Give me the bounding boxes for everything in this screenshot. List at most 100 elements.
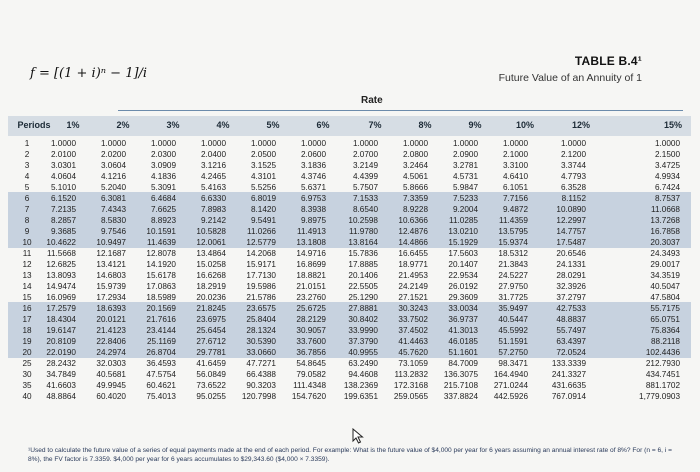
factor-cell: 54.8645	[296, 359, 326, 368]
factor-cell: 25.1169	[147, 337, 176, 346]
factor-cell: 9.2142	[200, 216, 226, 225]
factor-cell: 11.0668	[651, 205, 680, 214]
factor-cell: 215.7108	[443, 381, 478, 390]
factor-cell: 5.8666	[402, 183, 428, 192]
factor-cell: 6.1051	[502, 183, 528, 192]
factor-cell: 6.8019	[250, 194, 276, 203]
factor-cell: 25.6454	[196, 326, 226, 335]
factor-cell: 28.2129	[296, 315, 326, 324]
factor-cell: 37.3790	[348, 337, 378, 346]
factor-cell: 51.1591	[498, 337, 528, 346]
factor-cell: 3.1216	[200, 161, 226, 170]
factor-cell: 12.0061	[196, 238, 226, 247]
factor-cell: 2.0500	[250, 150, 276, 159]
period-cell: 15	[22, 293, 32, 302]
factor-cell: 7.3359	[402, 194, 428, 203]
factor-cell: 14.1920	[146, 260, 176, 269]
factor-cell: 1.0000	[100, 139, 126, 148]
factor-cell: 73.1059	[398, 359, 428, 368]
factor-cell: 5.6371	[300, 183, 326, 192]
factor-cell: 3.0301	[50, 161, 76, 170]
factor-cell: 18.6393	[96, 304, 126, 313]
factor-cell: 55.7497	[556, 326, 586, 335]
factor-cell: 12.1687	[96, 249, 126, 258]
period-cell: 2	[24, 150, 30, 159]
factor-cell: 154.7620	[291, 392, 326, 401]
factor-cell: 33.9990	[348, 326, 378, 335]
factor-cell: 13.8164	[348, 238, 378, 247]
factor-cell: 41.3013	[448, 326, 478, 335]
header-rate-12: 15%	[663, 120, 682, 130]
factor-cell: 13.5795	[498, 227, 528, 236]
factor-cell: 24.1331	[556, 260, 586, 269]
factor-cell: 8.8923	[150, 216, 176, 225]
factor-cell: 2.0300	[150, 150, 176, 159]
factor-cell: 102.4436	[645, 348, 680, 357]
factor-cell: 47.5804	[650, 293, 680, 302]
factor-cell: 34.3519	[650, 271, 680, 280]
period-cell: 20	[22, 348, 32, 357]
factor-cell: 4.4399	[352, 172, 378, 181]
factor-cell: 21.8245	[196, 304, 226, 313]
factor-cell: 6.1520	[50, 194, 76, 203]
factor-cell: 1.0000	[452, 139, 478, 148]
factor-cell: 56.0849	[196, 370, 226, 379]
factor-cell: 6.9753	[300, 194, 326, 203]
factor-cell: 8.9228	[402, 205, 428, 214]
factor-cell: 881.1702	[645, 381, 680, 390]
factor-cell: 8.5830	[100, 216, 126, 225]
factor-cell: 65.0751	[650, 315, 680, 324]
factor-cell: 7.8983	[200, 205, 226, 214]
header-rate-7: 7%	[368, 120, 382, 130]
factor-cell: 11.0266	[247, 227, 276, 236]
factor-cell: 14.4866	[398, 238, 428, 247]
factor-cell: 1.0000	[502, 139, 528, 148]
factor-cell: 10.4622	[46, 238, 76, 247]
factor-cell: 45.5992	[498, 326, 528, 335]
factor-cell: 164.4940	[493, 370, 528, 379]
factor-cell: 20.3037	[650, 238, 680, 247]
factor-cell: 20.1569	[146, 304, 176, 313]
factor-cell: 27.1521	[398, 293, 428, 302]
table-row: 35 41.6603 49.9945 60.4621 73.6522 90.3203 111…	[8, 381, 691, 390]
factor-cell: 2.0800	[402, 150, 428, 159]
factor-cell: 2.1500	[654, 150, 680, 159]
factor-cell: 9.3685	[50, 227, 76, 236]
factor-cell: 12.2997	[556, 216, 586, 225]
factor-cell: 47.7271	[246, 359, 276, 368]
period-cell: 8	[24, 216, 30, 225]
factor-cell: 21.3843	[498, 260, 528, 269]
table-row: 5 5.1010 5.2040 5.3091 5.4163 5.5256 5.6371 5.7…	[8, 183, 691, 192]
header-rate-1: 1%	[66, 120, 80, 130]
factor-cell: 14.6803	[96, 271, 126, 280]
factor-cell: 212.7930	[645, 359, 680, 368]
factor-cell: 29.3609	[448, 293, 478, 302]
factor-cell: 17.2579	[46, 304, 76, 313]
factor-cell: 2.0100	[50, 150, 76, 159]
factor-cell: 36.9737	[448, 315, 478, 324]
factor-cell: 42.7533	[556, 304, 586, 313]
table-subtitle: Future Value of an Annuity of 1	[498, 72, 642, 84]
factor-cell: 57.2750	[498, 348, 528, 357]
factor-cell: 17.5487	[556, 238, 586, 247]
factor-cell: 6.3081	[100, 194, 126, 203]
factor-cell: 13.4864	[196, 249, 226, 258]
factor-cell: 241.3327	[551, 370, 586, 379]
factor-cell: 27.8881	[348, 304, 378, 313]
factor-cell: 16.8699	[296, 260, 326, 269]
factor-cell: 16.6455	[398, 249, 428, 258]
table-row: 12 12.6825 13.4121 14.1920 15.0258 15.9171 16.…	[8, 260, 691, 269]
factor-cell: 767.0914	[551, 392, 586, 401]
factor-cell: 1.0000	[200, 139, 226, 148]
factor-cell: 8.1152	[561, 194, 586, 203]
factor-cell: 25.8404	[246, 315, 276, 324]
table-header-row: Periods 1% 2% 3% 4% 5% 6% 7% 8% 9% 10% 12% 15%	[8, 116, 691, 136]
shaded-row-band	[8, 192, 691, 248]
factor-cell: 8.3938	[300, 205, 326, 214]
factor-cell: 16.6268	[196, 271, 226, 280]
factor-cell: 18.4304	[46, 315, 76, 324]
factor-cell: 15.7836	[348, 249, 378, 258]
factor-cell: 1.0000	[654, 139, 680, 148]
factor-cell: 33.0660	[246, 348, 276, 357]
